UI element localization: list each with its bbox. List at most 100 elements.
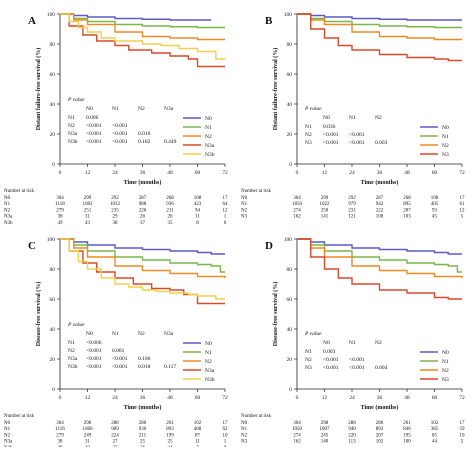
x-tick-label: 12 — [85, 170, 91, 176]
pvalue-cell: <0.001 — [112, 131, 128, 137]
pvalue-cell: <0.001 — [86, 364, 102, 370]
pvalue-cell: <0.001 — [112, 356, 128, 362]
x-axis-title: Time (months) — [124, 179, 162, 186]
y-tick-label: 20 — [287, 132, 293, 138]
pvalue-title: P value — [304, 331, 322, 337]
pvalue-row-label: N2 — [305, 357, 312, 363]
pvalue-title: P value — [67, 97, 85, 103]
y-axis-title: Disease-free survival (%) — [272, 282, 279, 347]
risk-cell: 280 — [376, 421, 384, 426]
legend-label: N1 — [442, 134, 449, 140]
risk-row-label: N3a — [4, 215, 13, 220]
pvalue-cell: <0.001 — [112, 123, 128, 129]
legend-label: N3a — [205, 143, 215, 149]
risk-cell: 250 — [321, 208, 329, 213]
risk-row-label: N0 — [241, 196, 248, 201]
risk-cell: 274 — [293, 208, 301, 213]
legend-label: N2 — [205, 134, 212, 140]
risk-row-label: N1 — [241, 427, 248, 432]
risk-cell: 385 — [431, 427, 439, 432]
risk-cell: 94 — [195, 208, 201, 213]
x-tick-label: 0 — [296, 170, 299, 176]
risk-cell: 1116 — [55, 427, 65, 432]
risk-cell: 64 — [223, 202, 229, 207]
legend-label: N2 — [442, 368, 449, 374]
pvalue-col-header: N0 — [323, 340, 330, 346]
x-tick-label: 24 — [349, 395, 355, 401]
survival-curve-n3b — [60, 238, 225, 300]
pvalue-col-header: N3a — [164, 106, 174, 112]
risk-cell: 17 — [460, 196, 466, 201]
survival-curve-n1 — [60, 13, 225, 29]
risk-cell: 268 — [403, 196, 411, 201]
pvalue-cell: 0.117 — [164, 364, 176, 370]
risk-cell: 26 — [168, 215, 174, 220]
risk-cell: 207 — [403, 208, 411, 213]
risk-cell: 10 — [223, 433, 229, 438]
y-tick-label: 40 — [287, 327, 293, 333]
pvalue-title: P value — [304, 106, 322, 112]
risk-cell: 162 — [293, 215, 301, 220]
pvalue-col-header: N2 — [138, 331, 145, 337]
pvalue-col-header: N2 — [138, 106, 145, 112]
risk-cell: 979 — [348, 202, 356, 207]
y-axis-title: Disease-free survival (%) — [35, 282, 42, 347]
risk-cell: 936 — [166, 202, 174, 207]
risk-cell: 62 — [223, 427, 229, 432]
y-tick-label: 0 — [289, 162, 292, 168]
risk-cell: 287 — [376, 196, 384, 201]
risk-cell: 288 — [348, 421, 356, 426]
risk-cell: 261 — [166, 421, 174, 426]
risk-row-label: N0 — [4, 421, 11, 426]
pvalue-cell: 0.016 — [138, 131, 151, 137]
risk-cell: 49 — [58, 221, 64, 226]
pvalue-cell: 0.003 — [323, 349, 336, 355]
pvalue-row-label: N3b — [68, 364, 78, 370]
risk-cell: 38 — [58, 215, 64, 220]
risk-cell: 304 — [293, 421, 301, 426]
pvalue-cell: 0.449 — [164, 139, 177, 145]
pvalue-cell: 0.182 — [138, 139, 151, 145]
y-tick-label: 0 — [52, 387, 55, 393]
survival-curve-n2 — [60, 13, 225, 41]
y-tick-label: 100 — [47, 237, 56, 243]
x-tick-label: 12 — [322, 170, 328, 176]
risk-cell: 268 — [166, 196, 174, 201]
pvalue-col-header: N0 — [86, 331, 93, 337]
risk-cell: 0 — [224, 221, 227, 226]
pvalue-row-label: N1 — [305, 349, 312, 355]
x-tick-label: 0 — [296, 395, 299, 401]
risk-cell: 38 — [58, 440, 64, 445]
risk-cell: 1066 — [83, 427, 94, 432]
survival-curve-n2 — [297, 238, 463, 278]
x-tick-label: 36 — [140, 395, 146, 401]
y-tick-label: 80 — [287, 267, 293, 273]
risk-cell: 895 — [403, 202, 411, 207]
legend-label: N2 — [442, 143, 449, 149]
y-tick-label: 80 — [287, 42, 293, 48]
risk-cell: 108 — [194, 196, 202, 201]
risk-cell: 102 — [194, 421, 202, 426]
risk-cell: 12 — [223, 208, 229, 213]
risk-cell: 226 — [139, 208, 147, 213]
risk-table-title: Number at risk — [4, 189, 34, 194]
risk-cell: 288 — [111, 421, 119, 426]
pvalue-row-label: N3a — [68, 356, 78, 362]
risk-cell: 5 — [461, 440, 464, 445]
risk-cell: 199 — [166, 433, 174, 438]
y-tick-label: 20 — [50, 132, 56, 138]
risk-cell: 274 — [293, 433, 301, 438]
x-tick-label: 60 — [195, 170, 201, 176]
risk-cell: 17 — [223, 196, 229, 201]
x-tick-label: 12 — [85, 395, 91, 401]
pvalue-cell: <0.001 — [86, 123, 102, 129]
x-tick-label: 0 — [59, 395, 62, 401]
y-tick-label: 100 — [284, 237, 293, 243]
risk-cell: 38 — [113, 221, 119, 226]
risk-row-label: N2 — [4, 433, 11, 438]
pvalue-cell: <0.001 — [323, 140, 339, 146]
risk-row-label: N2 — [4, 208, 11, 213]
risk-row-label: N3 — [241, 440, 248, 445]
